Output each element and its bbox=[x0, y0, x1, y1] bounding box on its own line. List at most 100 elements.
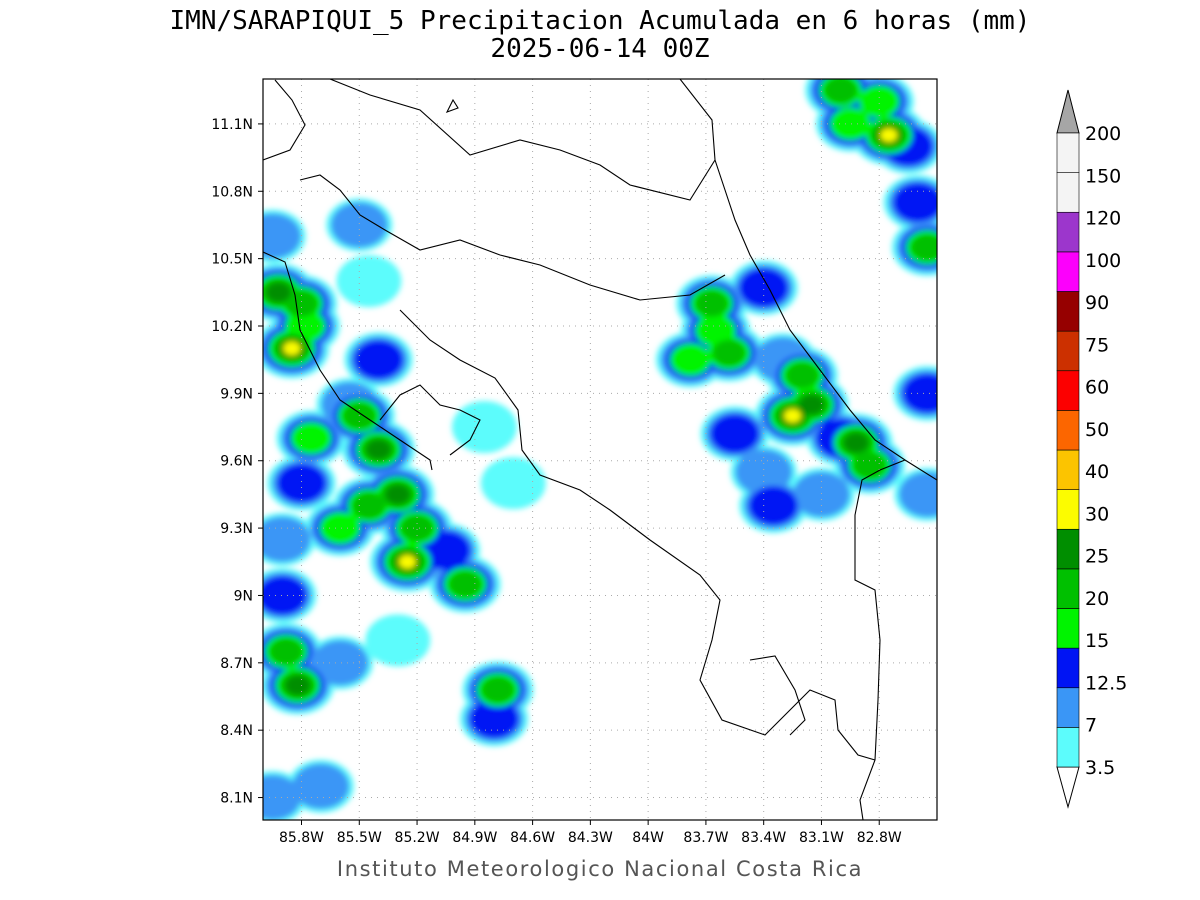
precip-cell bbox=[398, 554, 416, 569]
colorbar-segment bbox=[1056, 132, 1080, 173]
precip-cell bbox=[285, 675, 311, 696]
osa-peninsula bbox=[749, 655, 806, 736]
precip-cell bbox=[365, 614, 431, 667]
y-tick-label: 10.8N bbox=[211, 184, 253, 200]
precip-cell bbox=[829, 107, 871, 141]
y-tick-label: 8.1N bbox=[220, 791, 253, 807]
lake-nicaragua-shore bbox=[329, 79, 716, 201]
precip-cell bbox=[670, 343, 712, 377]
precip-cell bbox=[785, 362, 819, 389]
map-subtitle: 2025-06-14 00Z bbox=[490, 34, 710, 64]
colorbar-label: 3.5 bbox=[1085, 757, 1115, 779]
precip-cell bbox=[263, 575, 307, 616]
precip-cell bbox=[352, 492, 386, 519]
map-axes: 85.8W 85.5W 85.2W 84.9W 84.6W 84.3W 84W 83.7W 83… bbox=[211, 117, 902, 846]
x-tick-label: 84W bbox=[632, 830, 664, 846]
nicaragua-coast-pacific bbox=[263, 79, 306, 161]
precip-cell bbox=[481, 676, 515, 703]
precip-cell bbox=[354, 340, 404, 380]
precipitation-field bbox=[263, 79, 937, 820]
colorbar-segment bbox=[1056, 449, 1080, 490]
precip-cell bbox=[898, 471, 937, 518]
precip-cell bbox=[858, 85, 900, 118]
y-tick-label: 11.1N bbox=[211, 117, 253, 133]
colorbar-label: 25 bbox=[1085, 546, 1109, 568]
colorbar-segment bbox=[1056, 608, 1080, 649]
colorbar-segment bbox=[1056, 291, 1080, 332]
coastlines-borders bbox=[263, 79, 937, 820]
precip-cell bbox=[893, 182, 937, 223]
y-tick-label: 9.3N bbox=[220, 521, 253, 537]
colorbar-label: 20 bbox=[1085, 588, 1109, 610]
precip-cell bbox=[843, 432, 869, 453]
colorbar-segment bbox=[1056, 370, 1080, 411]
precip-cell bbox=[695, 290, 729, 317]
precip-cell bbox=[292, 763, 350, 810]
precip-cell bbox=[311, 640, 369, 686]
precip-cell bbox=[824, 79, 858, 104]
precip-cell bbox=[712, 339, 746, 367]
small-island bbox=[445, 98, 459, 113]
precip-cell bbox=[710, 414, 760, 454]
y-tick-label: 8.7N bbox=[220, 656, 253, 672]
y-tick-label: 9.9N bbox=[220, 386, 253, 402]
precip-cell bbox=[319, 511, 361, 545]
precip-cell bbox=[748, 486, 798, 526]
credit-footer: Instituto Meteorologico Nacional Costa R… bbox=[336, 857, 864, 881]
precip-cell bbox=[290, 421, 332, 455]
x-tick-label: 84.3W bbox=[568, 830, 613, 846]
border-costa-rica-panama bbox=[854, 459, 906, 820]
x-tick-label: 83.1W bbox=[799, 830, 844, 846]
colorbar-label: 7 bbox=[1085, 715, 1097, 737]
precip-cell bbox=[277, 463, 327, 503]
precip-cell bbox=[285, 290, 319, 317]
x-tick-label: 82.8W bbox=[857, 830, 902, 846]
precip-cell bbox=[366, 439, 392, 460]
precip-cell bbox=[784, 409, 802, 423]
precip-cell bbox=[853, 452, 887, 479]
colorbar-segment bbox=[1056, 647, 1080, 689]
colorbar-label: 30 bbox=[1085, 503, 1109, 525]
x-tick-label: 85.2W bbox=[395, 830, 440, 846]
precip-cell bbox=[330, 202, 388, 248]
colorbar-label: 12.5 bbox=[1085, 672, 1127, 694]
precip-cell bbox=[263, 516, 311, 563]
colorbar: 3.5 7 12.5 15 20 25 30 40 50 60 75 90 100 120 150 200 bbox=[1056, 89, 1127, 809]
x-tick-label: 83.7W bbox=[683, 830, 728, 846]
precip-cell bbox=[336, 255, 402, 308]
colorbar-label: 90 bbox=[1085, 292, 1109, 314]
colorbar-segment bbox=[1056, 687, 1080, 728]
colorbar-segment bbox=[1056, 568, 1080, 609]
colorbar-label: 40 bbox=[1085, 461, 1109, 483]
nicoya-inner bbox=[379, 384, 481, 456]
colorbar-segment bbox=[1056, 528, 1080, 570]
border-costa-rica-nicaragua bbox=[299, 174, 726, 301]
colorbar-segment bbox=[1056, 330, 1080, 372]
precip-cell bbox=[451, 401, 517, 454]
colorbar-segment bbox=[1056, 172, 1080, 213]
colorbar-label: 100 bbox=[1085, 250, 1121, 272]
colorbar-label: 50 bbox=[1085, 419, 1109, 441]
precip-cell bbox=[910, 234, 937, 261]
colorbar-label: 120 bbox=[1085, 208, 1121, 230]
precip-cell bbox=[792, 471, 850, 518]
precip-cell bbox=[902, 373, 937, 413]
colorbar-label: 75 bbox=[1085, 334, 1109, 356]
precip-cell bbox=[739, 268, 789, 308]
x-tick-label: 85.8W bbox=[279, 830, 324, 846]
y-tick-label: 8.4N bbox=[220, 723, 253, 739]
x-tick-label: 83.4W bbox=[741, 830, 786, 846]
map-grid bbox=[263, 79, 937, 820]
precip-cell bbox=[385, 484, 411, 505]
precip-cell bbox=[448, 571, 482, 598]
precip-cell bbox=[263, 774, 302, 820]
colorbar-over-arrow bbox=[1056, 89, 1080, 134]
precip-cell bbox=[283, 341, 301, 356]
colorbar-label: 150 bbox=[1085, 165, 1121, 187]
colorbar-under-arrow bbox=[1056, 766, 1080, 809]
y-tick-label: 10.5N bbox=[211, 252, 253, 268]
caribbean-coast bbox=[714, 159, 937, 481]
x-tick-label: 85.5W bbox=[337, 830, 382, 846]
colorbar-segment bbox=[1056, 211, 1080, 253]
